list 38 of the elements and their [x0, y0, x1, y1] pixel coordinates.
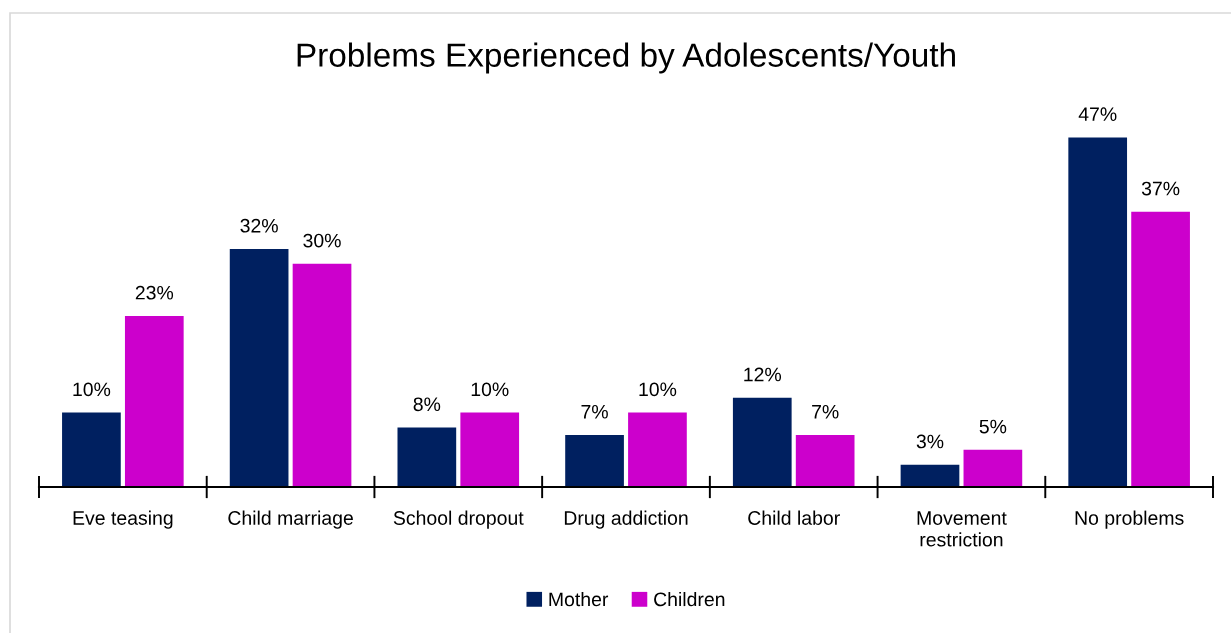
bar: [62, 412, 121, 487]
data-label: 32%: [240, 218, 278, 233]
x-tick-label: Drug addiction: [564, 510, 688, 529]
data-label: 10%: [639, 382, 677, 397]
legend-label: Mother: [549, 591, 609, 607]
data-label: 3%: [916, 434, 944, 449]
data-label: 7%: [581, 404, 608, 419]
data-label: 12%: [744, 367, 782, 382]
data-label: 8%: [413, 397, 441, 412]
data-label: 30%: [303, 233, 341, 248]
x-tick-label: Eve teasing: [73, 510, 173, 529]
data-label: 10%: [471, 382, 509, 397]
bar: [1131, 211, 1190, 487]
data-label: 47%: [1078, 107, 1117, 121]
bar: [292, 263, 352, 487]
legend-label: Children: [654, 591, 725, 607]
data-label: 10%: [73, 382, 111, 397]
data-label: 5%: [979, 419, 1007, 434]
data-label: 7%: [812, 404, 839, 419]
bar: [460, 412, 520, 487]
bar: [565, 434, 624, 487]
bar: [900, 464, 960, 487]
x-tick-label: No problems: [1075, 510, 1184, 529]
bar: [732, 397, 792, 487]
bar: [795, 434, 855, 487]
bar: [1068, 137, 1128, 487]
bar: [397, 427, 457, 487]
data-label: 37%: [1141, 181, 1180, 196]
x-tick-label: School dropout: [393, 510, 524, 529]
bar: [628, 412, 687, 487]
x-tick-label: Child marriage: [228, 510, 353, 529]
bar: [963, 449, 1023, 487]
bar: [229, 248, 289, 487]
data-label: 23%: [135, 285, 174, 300]
x-tick-label: Child labor: [748, 510, 840, 525]
bar: [124, 315, 184, 487]
chart-title: Problems Experienced by Adolescents/Youth: [297, 42, 955, 74]
x-tick-label: Movement restriction: [917, 511, 1007, 547]
